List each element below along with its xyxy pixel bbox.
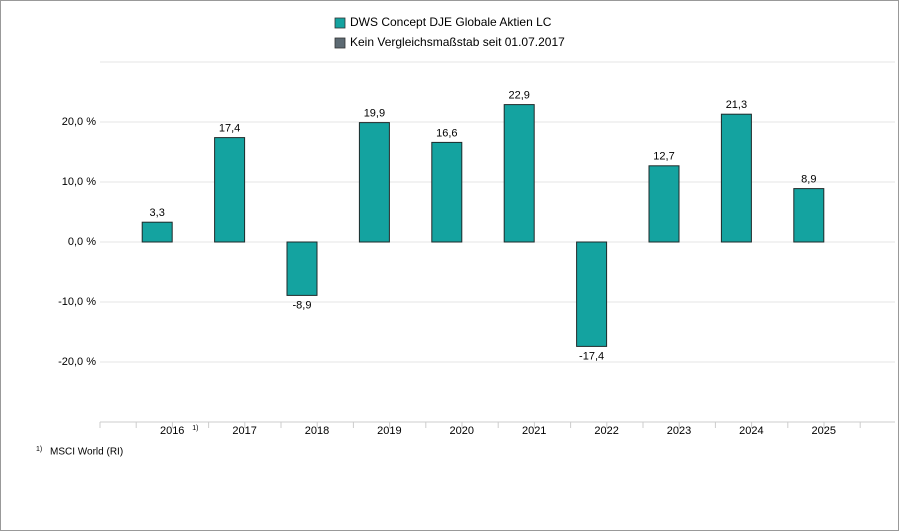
bar <box>431 141 463 243</box>
value-label: 22,9 <box>508 90 529 102</box>
y-tick-label: -10,0 % <box>58 296 96 308</box>
value-label: -8,9 <box>293 299 312 311</box>
bar <box>214 137 246 243</box>
value-label: 17,4 <box>219 123 240 135</box>
footnote-text: MSCI World (RI) <box>50 447 123 458</box>
legend-label: DWS Concept DJE Globale Aktien LC <box>350 15 552 29</box>
value-label: 8,9 <box>801 174 816 186</box>
footnote-marker: 1) <box>36 446 42 453</box>
y-tick-label: -20,0 % <box>58 356 96 368</box>
x-tick-label: 2024 <box>739 425 763 437</box>
x-tick-label: 2018 <box>305 425 329 437</box>
legend-swatch <box>334 17 346 29</box>
x-tick-label: 2023 <box>667 425 691 437</box>
bar <box>576 241 608 347</box>
x-tick-label: 2017 <box>232 425 256 437</box>
x-tick-label: 2025 <box>812 425 836 437</box>
bar <box>141 221 173 243</box>
x-tick-label: 2019 <box>377 425 401 437</box>
x-tick-label: 2020 <box>450 425 474 437</box>
value-label: 16,6 <box>436 127 457 139</box>
footnote-marker: 1) <box>192 425 198 432</box>
x-tick-label: 2021 <box>522 425 546 437</box>
value-label: 21,3 <box>726 99 747 111</box>
y-tick-label: 20,0 % <box>62 116 96 128</box>
bar <box>720 113 752 243</box>
bar <box>286 241 318 296</box>
bar <box>503 104 535 243</box>
bar <box>793 188 825 243</box>
x-tick-label: 2022 <box>594 425 618 437</box>
y-tick-label: 10,0 % <box>62 176 96 188</box>
value-label: 12,7 <box>653 151 674 163</box>
bar <box>648 165 680 243</box>
bar <box>358 122 390 243</box>
value-label: 3,3 <box>150 207 165 219</box>
x-tick-label: 2016 <box>160 425 184 437</box>
y-tick-label: 0,0 % <box>68 236 96 248</box>
legend-swatch <box>334 37 346 49</box>
legend-label: Kein Vergleichsmaßstab seit 01.07.2017 <box>350 35 565 49</box>
value-label: 19,9 <box>364 108 385 120</box>
value-label: -17,4 <box>579 350 604 362</box>
